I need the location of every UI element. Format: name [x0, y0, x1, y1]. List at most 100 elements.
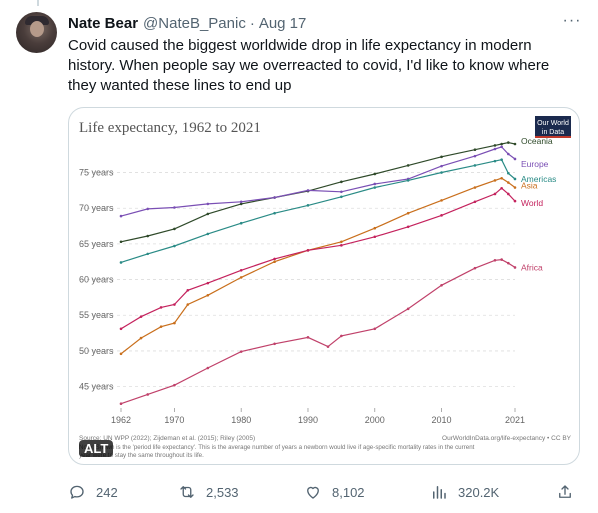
data-point-africa: [440, 283, 443, 287]
data-point-americas: [119, 261, 123, 264]
data-point-africa: [473, 266, 477, 270]
data-point-africa: [173, 383, 176, 387]
data-point-oceania: [500, 142, 503, 146]
views-button[interactable]: 320.2K: [430, 482, 499, 502]
data-point-europe: [119, 214, 123, 218]
data-point-europe: [440, 164, 443, 168]
data-point-oceania: [440, 155, 443, 159]
data-point-africa: [273, 342, 276, 346]
data-point-africa: [306, 336, 310, 339]
data-point-americas: [507, 171, 510, 175]
views-icon: [433, 486, 446, 499]
separator-dot: ·: [249, 14, 255, 32]
data-point-world: [507, 192, 510, 196]
data-point-oceania: [406, 164, 410, 167]
y-tick-label: 60 years: [79, 275, 114, 285]
data-point-americas: [513, 177, 517, 181]
series-line-asia: [120, 177, 516, 355]
data-point-europe: [513, 157, 517, 161]
tweet-text: Covid caused the biggest worldwide drop …: [68, 37, 550, 94]
data-point-americas: [493, 159, 497, 163]
x-tick-label: 2000: [365, 415, 385, 425]
data-point-europe: [493, 147, 497, 151]
data-point-americas: [406, 179, 410, 182]
data-point-asia: [340, 240, 343, 244]
data-point-oceania: [340, 180, 343, 184]
data-point-europe: [507, 152, 510, 156]
data-point-asia: [206, 293, 210, 297]
data-point-americas: [206, 232, 210, 236]
data-point-asia: [239, 276, 243, 279]
data-point-oceania: [206, 212, 210, 216]
data-point-americas: [173, 244, 176, 248]
data-point-asia: [500, 176, 503, 180]
data-point-europe: [273, 196, 276, 199]
reply-button[interactable]: 242: [68, 482, 118, 502]
data-point-oceania: [507, 141, 510, 144]
tweet-date[interactable]: Aug 17: [258, 14, 307, 32]
series-label-asia: Asia: [521, 181, 538, 191]
x-tick-label: 2010: [432, 415, 452, 425]
y-tick-label: 55 years: [79, 310, 114, 320]
x-tick-label: 1962: [111, 415, 131, 425]
data-point-world: [513, 199, 517, 203]
like-button[interactable]: 8,102: [304, 482, 365, 502]
data-point-world: [206, 281, 210, 285]
y-tick-label: 70 years: [79, 203, 114, 213]
data-point-asia: [440, 199, 443, 202]
data-point-americas: [500, 158, 503, 161]
data-point-europe: [340, 190, 343, 194]
series-label-world: World: [521, 198, 543, 208]
tweet-media-chart[interactable]: Life expectancy, 1962 to 2021 Our World …: [68, 107, 580, 465]
data-point-world: [493, 192, 497, 196]
data-point-world: [239, 268, 243, 272]
series-label-americas: Americas: [521, 174, 556, 184]
data-point-europe: [206, 202, 210, 206]
chart-grid: [81, 172, 515, 387]
data-point-asia: [373, 226, 377, 230]
data-point-world: [373, 235, 377, 239]
data-point-africa: [206, 366, 210, 370]
author-handle[interactable]: @NateB_Panic: [143, 14, 246, 32]
share-button[interactable]: [556, 482, 584, 502]
data-point-world: [139, 315, 143, 318]
data-point-asia: [406, 211, 410, 215]
data-point-americas: [373, 186, 377, 189]
y-tick-label: 50 years: [79, 346, 114, 356]
data-point-oceania: [146, 234, 150, 238]
more-options-icon[interactable]: ···: [562, 12, 582, 29]
retweet-button[interactable]: 2,533: [178, 482, 239, 502]
data-point-europe: [373, 182, 377, 186]
data-point-americas: [440, 171, 443, 174]
data-point-world: [186, 288, 190, 292]
chart-x-ticks: 1962 1970 1980 1990 2000 2010 2021: [111, 408, 525, 425]
data-point-europe: [473, 154, 477, 158]
avatar-face: [30, 21, 44, 37]
y-tick-label: 45 years: [79, 382, 114, 392]
data-point-asia: [513, 186, 517, 189]
data-point-world: [306, 249, 310, 252]
data-point-africa: [326, 345, 330, 348]
data-point-europe: [173, 206, 176, 209]
author-name[interactable]: Nate Bear: [68, 14, 139, 32]
data-point-americas: [146, 252, 150, 256]
chart-y-ticks: 45 years 50 years 55 years 60 years 65 years…: [79, 168, 114, 392]
data-point-oceania: [373, 172, 377, 176]
data-point-world: [159, 306, 163, 309]
data-point-europe: [146, 207, 150, 211]
data-point-africa: [493, 259, 497, 262]
reply-icon: [70, 485, 84, 499]
owid-logo-box: [535, 116, 571, 138]
alt-text-badge[interactable]: ALT: [79, 440, 114, 457]
chart-note-line-2: year were to stay the same throughout it…: [79, 452, 204, 459]
x-tick-label: 1990: [298, 415, 318, 425]
y-tick-label: 75 years: [79, 168, 114, 178]
data-point-world: [440, 214, 443, 217]
data-point-oceania: [239, 202, 243, 206]
data-point-world: [173, 303, 176, 306]
data-point-americas: [273, 211, 276, 215]
data-point-oceania: [473, 148, 477, 152]
avatar[interactable]: [16, 12, 57, 53]
heart-icon: [307, 486, 319, 499]
